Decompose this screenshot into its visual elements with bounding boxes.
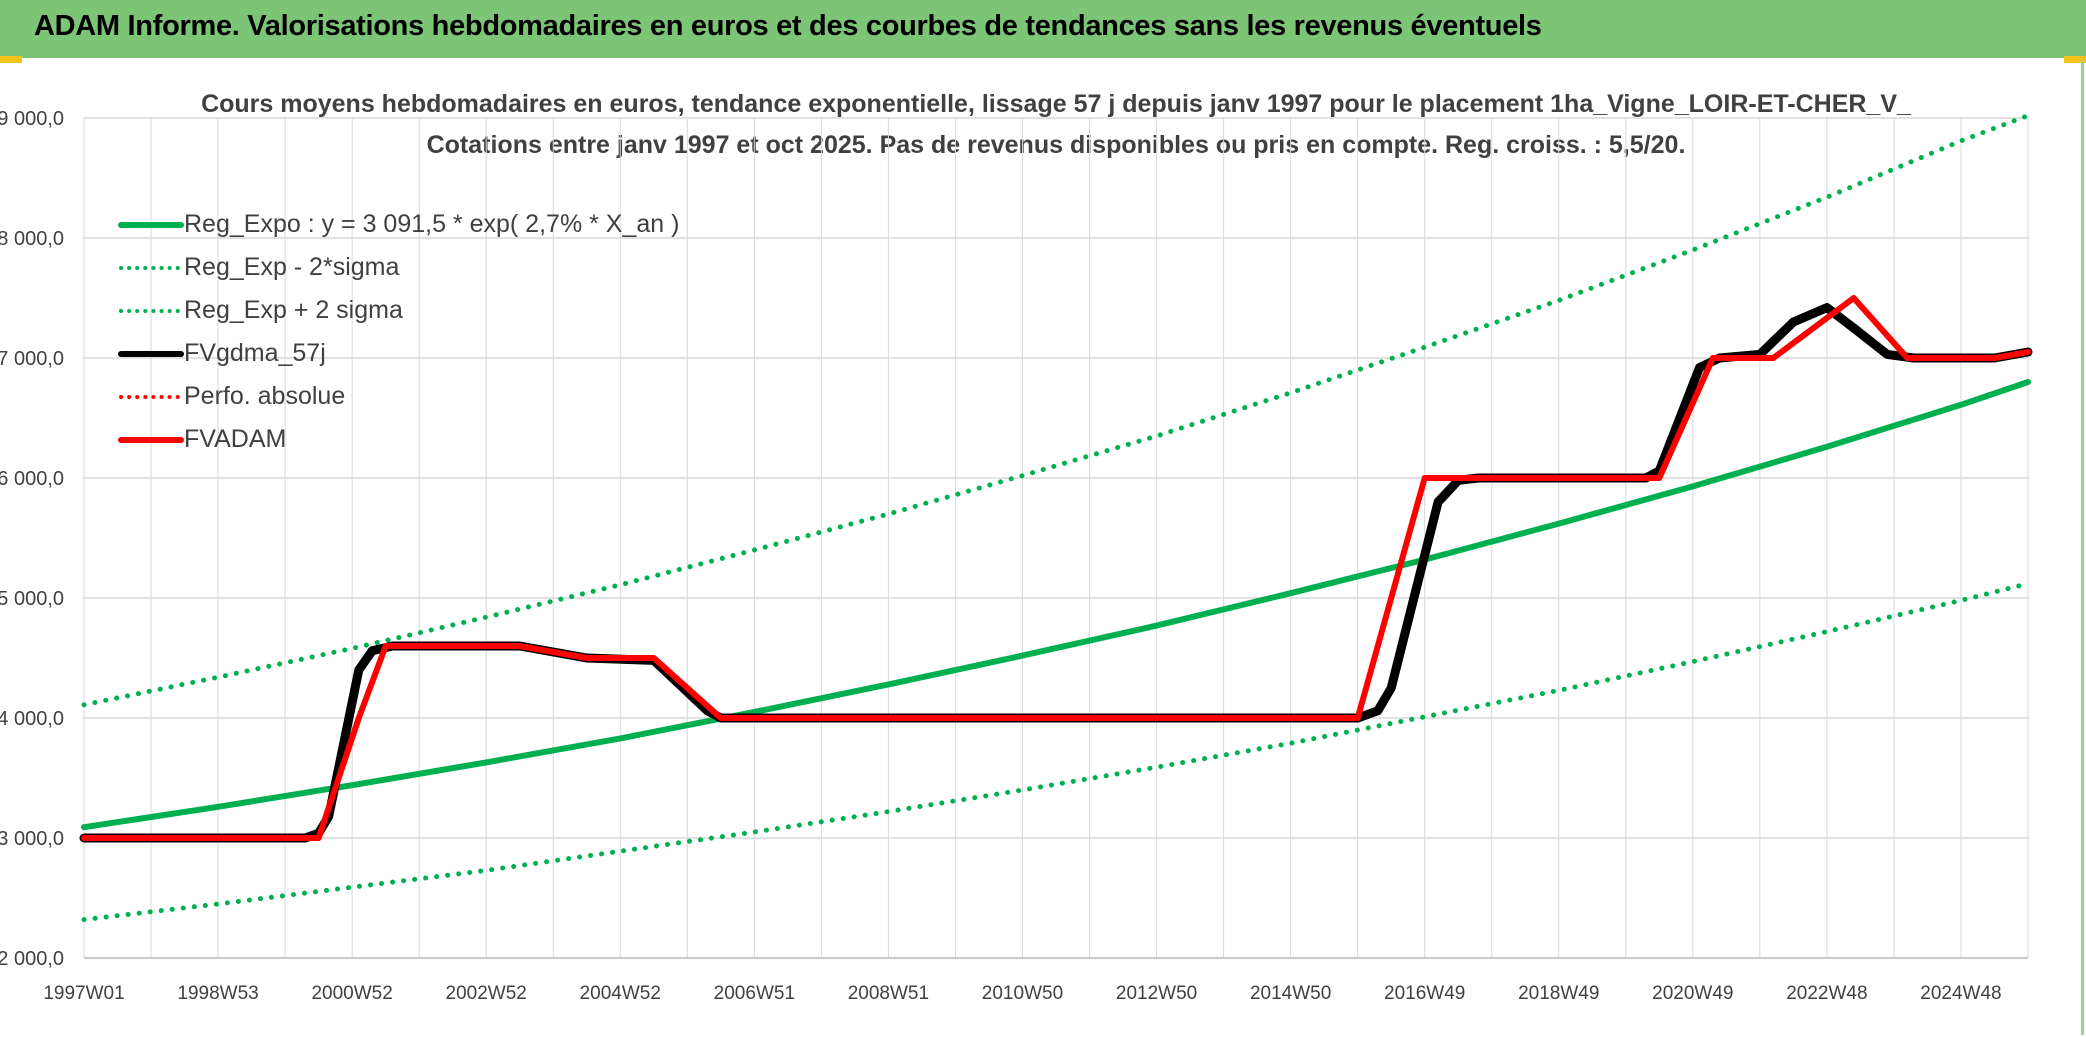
x-tick-label: 2000W52 <box>311 983 392 1004</box>
x-tick-label: 2004W52 <box>580 983 661 1004</box>
legend-swatch <box>118 436 184 443</box>
legend-label: Perfo. absolue <box>184 382 346 410</box>
series-line-5 <box>81 295 2031 841</box>
x-tick-label: 2012W50 <box>1116 983 1197 1004</box>
report-title: ADAM Informe. Valorisations hebdomadaire… <box>34 10 1542 42</box>
x-tick-label: 2006W51 <box>714 983 795 1004</box>
y-tick-label: 4 000,0 <box>0 708 64 730</box>
legend-label: Reg_Exp + 2 sigma <box>184 296 403 324</box>
legend-item: Reg_Exp + 2 sigma <box>118 289 679 332</box>
y-tick-label: 3 000,0 <box>0 828 64 850</box>
y-tick-label: 9 000,0 <box>0 108 64 130</box>
report-banner: ADAM Informe. Valorisations hebdomadaire… <box>0 0 2086 58</box>
x-tick-label: 2022W48 <box>1786 983 1867 1004</box>
x-tick-label: 1997W01 <box>43 983 124 1004</box>
y-tick-label: 6 000,0 <box>0 468 64 490</box>
chart-subtitle: Cotations entre janv 1997 et oct 2025. P… <box>426 131 1686 159</box>
chart-title: Cours moyens hebdomadaires en euros, ten… <box>201 90 1911 118</box>
legend-label: FVgdma_57j <box>184 339 326 367</box>
x-tick-label: 2014W50 <box>1250 983 1331 1004</box>
x-tick-label: 2020W49 <box>1652 983 1733 1004</box>
y-tick-label: 5 000,0 <box>0 588 64 610</box>
x-tick-label: 2010W50 <box>982 983 1063 1004</box>
legend-label: Reg_Exp - 2*sigma <box>184 253 400 281</box>
y-tick-label: 7 000,0 <box>0 348 64 370</box>
x-tick-label: 2024W48 <box>1920 983 2001 1004</box>
legend-label: FVADAM <box>184 425 287 453</box>
series-line-2 <box>81 113 2031 708</box>
legend-swatch <box>118 221 184 228</box>
x-tick-label: 1998W53 <box>177 983 258 1004</box>
series-line-0 <box>81 379 2031 831</box>
series-line-3 <box>79 303 2033 843</box>
banner-corner-left <box>0 56 22 63</box>
legend-item: Reg_Exp - 2*sigma <box>118 246 679 289</box>
legend-swatch <box>119 394 183 399</box>
legend-label: Reg_Expo : y = 3 091,5 * exp( 2,7% * X_a… <box>184 210 680 238</box>
x-tick-label: 2002W52 <box>446 983 527 1004</box>
legend-item: Reg_Expo : y = 3 091,5 * exp( 2,7% * X_a… <box>118 203 679 246</box>
legend-swatch <box>118 350 184 357</box>
y-tick-label: 2 000,0 <box>0 948 64 970</box>
chart-frame <box>2 60 2084 1035</box>
legend-swatch <box>119 308 183 313</box>
y-tick-label: 8 000,0 <box>0 228 64 250</box>
series-line-1 <box>81 581 2031 923</box>
legend-item: Perfo. absolue <box>118 375 679 418</box>
legend-item: FVgdma_57j <box>118 332 679 375</box>
legend-item: FVADAM <box>118 418 679 461</box>
x-tick-label: 2008W51 <box>848 983 929 1004</box>
legend-swatch <box>119 265 183 270</box>
x-tick-label: 2018W49 <box>1518 983 1599 1004</box>
chart-legend: Reg_Expo : y = 3 091,5 * exp( 2,7% * X_a… <box>118 203 679 461</box>
banner-corner-right <box>2064 56 2086 63</box>
x-tick-label: 2016W49 <box>1384 983 1465 1004</box>
